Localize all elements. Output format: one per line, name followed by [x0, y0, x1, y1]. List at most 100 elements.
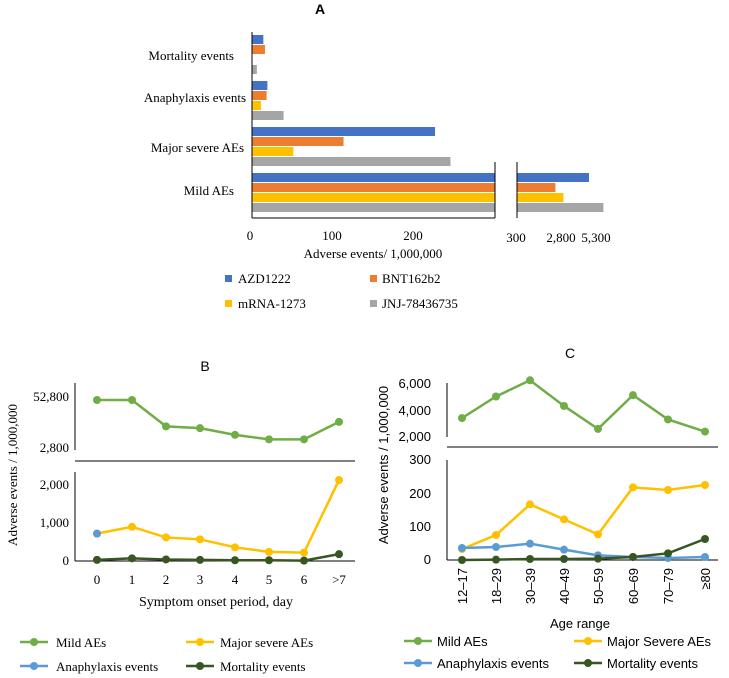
- point-b-major-severe-aes-2: [162, 533, 170, 542]
- line-c-major-severe-aes: [461, 483, 706, 551]
- panel-b-x-label: Symptom onset period, day: [139, 595, 293, 610]
- legend-c-label-mortality: Mortality events: [607, 656, 699, 671]
- legend-c-label-mild: Mild AEs: [437, 634, 488, 649]
- panel-c-x-tick-2: 30–39: [523, 568, 538, 604]
- point-c-anaphylaxis-events-0: [458, 544, 466, 552]
- panel-b-x-tick-gt7: >7: [332, 572, 346, 587]
- panel-c-x-tick-3: 40–49: [557, 568, 572, 604]
- point-b-mild-aes-7: [335, 417, 343, 426]
- point-b-anaphylaxis-events-0: [93, 529, 101, 538]
- point-c-mortality-events-2: [526, 555, 534, 563]
- panel-b-tick-2000: 2,000: [40, 477, 69, 492]
- line-c-mild-aes: [461, 378, 706, 433]
- point-c-mild-aes-0: [458, 414, 466, 423]
- panel-a-bars: [252, 35, 604, 212]
- panel-b-x-ticks: 0 1 2 3 4 5 6 >7: [94, 572, 347, 587]
- point-c-mild-aes-6: [664, 415, 672, 424]
- point-c-major-severe-aes-6: [664, 486, 672, 494]
- panel-c-tick-100: 100: [409, 519, 431, 534]
- legend-swatch-bnt162b2: [370, 275, 377, 282]
- point-b-major-severe-aes-1: [128, 522, 136, 531]
- point-c-major-severe-aes-1: [492, 531, 500, 539]
- legend-c-marker-mild: [414, 637, 422, 645]
- bar-mortality-events-azd1222: [252, 35, 264, 44]
- legend-swatch-jnj: [370, 300, 377, 307]
- legend-c-marker-anaphylaxis: [414, 659, 422, 667]
- panel-b-title: B: [200, 358, 209, 374]
- panel-c-tick-6000: 6,000: [398, 376, 431, 391]
- point-c-mild-aes-7: [701, 427, 709, 436]
- point-b-major-severe-aes-5: [265, 547, 273, 556]
- category-label-mortality: Mortality events: [148, 48, 234, 63]
- legend-c-label-major: Major Severe AEs: [607, 634, 712, 649]
- panel-b-x-tick-3: 3: [197, 572, 204, 587]
- line-b-mortality-events: [96, 552, 340, 562]
- panel-b-x-tick-2: 2: [163, 572, 170, 587]
- category-label-mild: Mild AEs: [184, 183, 234, 198]
- bar-mild-aes-jnj-78436735-right: [517, 203, 604, 212]
- panel-c-tick-200: 200: [409, 486, 431, 501]
- panel-b-tick-1000: 1,000: [40, 515, 69, 530]
- legend-b-marker-anaphylaxis: [30, 662, 38, 670]
- panel-a-tick-2800: 2,800: [546, 230, 575, 245]
- panel-a-tick-300: 300: [506, 230, 526, 245]
- point-c-mild-aes-1: [492, 392, 500, 401]
- point-b-major-severe-aes-6: [300, 548, 308, 557]
- line-b-mild-aes: [97, 398, 340, 441]
- bar-anaphylaxis-events-bnt162b2: [252, 91, 267, 100]
- legend-b-marker-major: [196, 638, 204, 646]
- panel-c-x-tick-6: 70–79: [661, 568, 676, 604]
- panel-a-tick-0: 0: [247, 228, 254, 243]
- panel-b: B Adverse events / 1,000,000 52,800 2,80…: [5, 358, 355, 674]
- bar-major-severe-aes-jnj-78436735: [252, 157, 451, 166]
- legend-b-label-major: Major severe AEs: [220, 635, 313, 650]
- bar-mild-aes-bnt162b2-left: [252, 183, 495, 192]
- panel-a-title: A: [315, 1, 325, 17]
- panel-c-tick-2000: 2,000: [398, 429, 431, 444]
- point-b-major-severe-aes-3: [196, 535, 204, 544]
- bar-anaphylaxis-events-mrna-1273: [252, 101, 261, 110]
- bar-anaphylaxis-events-jnj-78436735: [252, 111, 284, 120]
- panel-b-tick-0: 0: [63, 553, 70, 568]
- bar-major-severe-aes-mrna-1273: [252, 147, 294, 156]
- point-c-major-severe-aes-3: [560, 515, 568, 524]
- point-c-anaphylaxis-events-3: [560, 545, 568, 554]
- panel-b-x-tick-6: 6: [301, 572, 308, 587]
- point-c-mortality-events-3: [560, 555, 568, 563]
- bar-mortality-events-bnt162b2: [252, 45, 265, 54]
- legend-c-label-anaphylaxis: Anaphylaxis events: [437, 656, 550, 671]
- panel-b-x-tick-1: 1: [129, 572, 136, 587]
- point-b-mortality-events-0: [93, 555, 101, 564]
- bar-major-severe-aes-azd1222: [252, 127, 436, 136]
- panel-c-x-tick-5: 60–69: [626, 568, 641, 604]
- point-c-mortality-events-4: [594, 554, 602, 563]
- point-b-mild-aes-3: [196, 424, 204, 433]
- panel-c-title: C: [565, 345, 575, 361]
- bar-mild-aes-bnt162b2-right: [517, 183, 556, 192]
- panel-c-tick-4000: 4,000: [398, 403, 431, 418]
- panel-c-tick-300: 300: [409, 452, 431, 467]
- panel-a-tick-5300: 5,300: [581, 230, 610, 245]
- panel-b-x-tick-5: 5: [266, 572, 273, 587]
- bar-mild-aes-jnj-78436735-left: [252, 203, 495, 212]
- point-c-anaphylaxis-events-1: [492, 543, 500, 551]
- panel-c-y-label: Adverse events / 1,000,000: [376, 386, 391, 544]
- point-b-mild-aes-0: [93, 395, 101, 404]
- point-c-anaphylaxis-events-2: [526, 539, 534, 548]
- panel-c-x-tick-7: ≥80: [698, 568, 713, 590]
- panel-b-tick-52800: 52,800: [33, 389, 69, 404]
- point-c-major-severe-aes-2: [526, 500, 534, 509]
- point-b-mortality-events-2: [162, 555, 170, 564]
- line-b-major-severe-aes: [96, 479, 341, 554]
- point-c-mild-aes-5: [629, 391, 637, 400]
- legend-b-label-anaphylaxis: Anaphylaxis events: [56, 659, 158, 674]
- point-b-mild-aes-5: [265, 435, 273, 444]
- panel-b-x-tick-4: 4: [232, 572, 239, 587]
- point-c-major-severe-aes-4: [594, 530, 602, 539]
- bar-mortality-events-jnj-78436735: [252, 65, 257, 74]
- point-b-mortality-events-1: [128, 554, 136, 563]
- point-b-mortality-events-7: [335, 550, 343, 559]
- legend-c-marker-mortality: [584, 659, 592, 667]
- panel-c-tick-0: 0: [424, 552, 431, 567]
